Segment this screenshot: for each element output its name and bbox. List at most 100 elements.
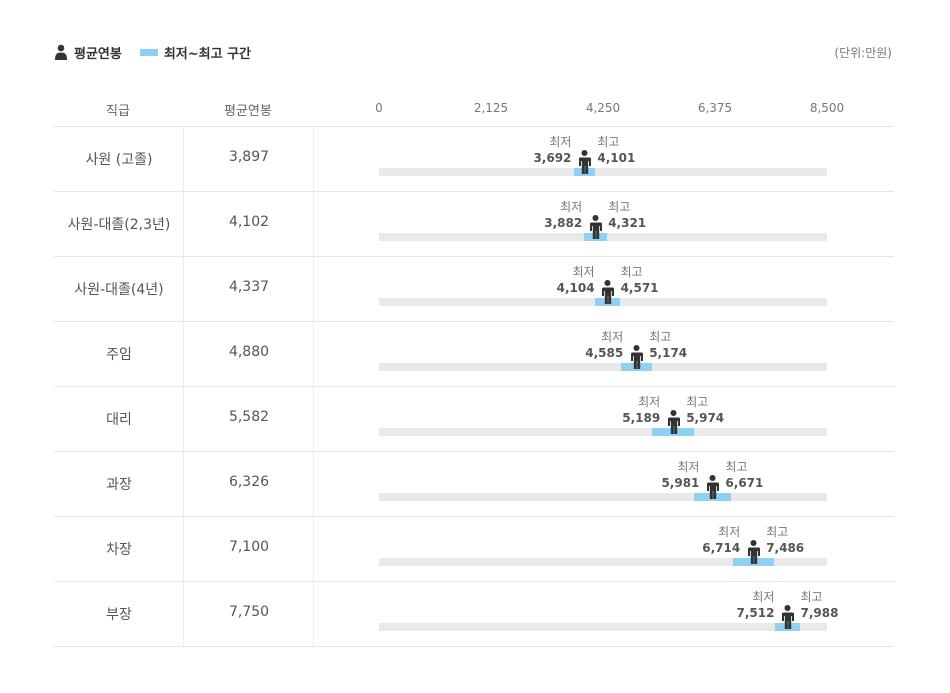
min-value: 6,714 (702, 541, 741, 555)
max-label: 최고 7,486 (766, 524, 804, 556)
max-label: 최고 5,174 (649, 329, 687, 361)
rank-cell: 과장 (106, 477, 132, 493)
legend-avg-label: 평균연봉 (74, 46, 122, 62)
min-label: 최저 7,512 (737, 589, 775, 621)
average-marker-icon (589, 215, 602, 239)
person-icon (55, 44, 67, 60)
average-marker-icon (747, 540, 760, 564)
max-label: 최고 4,101 (597, 134, 635, 166)
row-divider (54, 581, 894, 582)
min-value: 3,882 (544, 216, 583, 230)
row-divider (54, 191, 894, 192)
rank-cell: 부장 (106, 607, 132, 623)
min-label: 최저 5,981 (661, 459, 699, 491)
avg-salary-cell: 6,326 (228, 474, 270, 490)
row-divider (54, 321, 894, 322)
rank-cell: 사원-대졸(4년) (74, 282, 164, 298)
min-value: 5,981 (661, 476, 700, 490)
min-value: 7,512 (736, 606, 775, 620)
rank-cell: 대리 (106, 412, 132, 428)
rank-cell: 차장 (106, 542, 132, 558)
row-divider (54, 386, 894, 387)
min-caption: 최저 (677, 460, 700, 474)
min-label: 최저 3,692 (533, 134, 571, 166)
max-caption: 최고 (766, 525, 789, 539)
legend-range-label: 최저~최고 구간 (163, 46, 252, 62)
min-value: 3,692 (533, 151, 572, 165)
min-value: 4,104 (556, 281, 595, 295)
unit-label: (단위:만원) (834, 46, 892, 60)
bar-track (379, 623, 827, 631)
min-caption: 최저 (752, 590, 775, 604)
rank-cell: 주임 (106, 347, 132, 363)
min-caption: 최저 (638, 395, 661, 409)
min-label: 최저 5,189 (622, 394, 660, 426)
row-divider (54, 646, 894, 647)
row-divider (54, 516, 894, 517)
max-value: 4,321 (608, 216, 647, 230)
max-caption: 최고 (800, 590, 823, 604)
header-avg: 평균연봉 (224, 104, 272, 119)
max-value: 6,671 (725, 476, 764, 490)
min-caption: 최저 (560, 200, 583, 214)
column-divider (313, 126, 314, 646)
max-label: 최고 4,571 (621, 264, 659, 296)
bar-track (379, 493, 827, 501)
min-caption: 최저 (718, 525, 741, 539)
avg-salary-cell: 7,100 (228, 539, 270, 555)
min-value: 5,189 (622, 411, 661, 425)
max-value: 7,988 (800, 606, 839, 620)
min-caption: 최저 (572, 265, 595, 279)
max-caption: 최고 (620, 265, 643, 279)
row-divider (54, 451, 894, 452)
max-value: 5,174 (649, 346, 688, 360)
min-caption: 최저 (549, 135, 572, 149)
max-label: 최고 5,974 (686, 394, 724, 426)
min-label: 최저 3,882 (544, 199, 582, 231)
average-marker-icon (602, 280, 615, 304)
max-caption: 최고 (725, 460, 748, 474)
average-marker-icon (578, 150, 591, 174)
average-marker-icon (630, 345, 643, 369)
x-tick-label: 4,250 (585, 101, 621, 115)
max-label: 최고 7,988 (800, 589, 838, 621)
max-value: 7,486 (766, 541, 805, 555)
max-label: 최고 6,671 (725, 459, 763, 491)
x-tick-label: 8,500 (809, 101, 845, 115)
avg-salary-cell: 4,880 (228, 344, 270, 360)
max-value: 5,974 (686, 411, 725, 425)
rank-cell: 사원-대졸(2,3년) (67, 217, 171, 233)
max-value: 4,571 (620, 281, 659, 295)
bar-track (379, 428, 827, 436)
min-label: 최저 4,104 (557, 264, 595, 296)
average-marker-icon (706, 475, 719, 499)
x-tick-label: 6,375 (697, 101, 733, 115)
avg-salary-cell: 3,897 (228, 149, 270, 165)
average-marker-icon (667, 410, 680, 434)
max-value: 4,101 (597, 151, 636, 165)
avg-salary-cell: 4,102 (228, 214, 270, 230)
max-caption: 최고 (608, 200, 631, 214)
x-tick-label: 2,125 (473, 101, 509, 115)
min-label: 최저 6,714 (702, 524, 740, 556)
rank-cell: 사원 (고졸) (85, 152, 153, 168)
average-marker-icon (781, 605, 794, 629)
legend: 평균연봉 최저~최고 구간 (54, 42, 251, 62)
bar-track (379, 558, 827, 566)
legend-range-swatch (139, 48, 158, 56)
avg-salary-cell: 7,750 (228, 604, 270, 620)
min-caption: 최저 (601, 330, 624, 344)
header-divider (54, 126, 894, 127)
max-label: 최고 4,321 (608, 199, 646, 231)
min-label: 최저 4,585 (585, 329, 623, 361)
header-rank: 직급 (106, 104, 130, 119)
avg-salary-cell: 4,337 (228, 279, 270, 295)
bar-track (379, 363, 827, 371)
max-caption: 최고 (597, 135, 620, 149)
max-caption: 최고 (649, 330, 672, 344)
row-divider (54, 256, 894, 257)
avg-salary-cell: 5,582 (228, 409, 270, 425)
column-divider (183, 126, 184, 646)
max-caption: 최고 (686, 395, 709, 409)
min-value: 4,585 (585, 346, 624, 360)
